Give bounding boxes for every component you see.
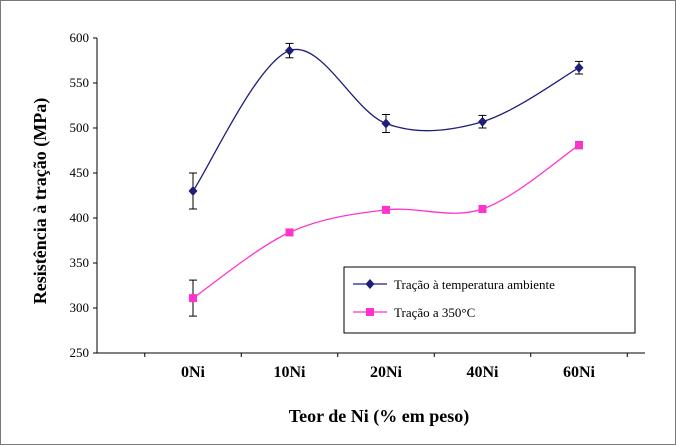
series-line (192, 48, 580, 192)
data-point (285, 228, 294, 237)
y-tick-label: 600 (70, 30, 90, 45)
data-point (285, 45, 294, 56)
x-tick-label: 60Ni (563, 364, 596, 381)
data-point (575, 141, 583, 150)
series-1 (188, 42, 584, 210)
y-tick-label: 500 (70, 120, 90, 135)
legend-label: Tração a 350°C (394, 305, 475, 320)
legend-box (343, 266, 636, 334)
series-group (188, 42, 584, 317)
y-tick-label: 250 (70, 345, 90, 360)
x-tick-label: 20Ni (370, 364, 403, 381)
data-point (381, 118, 391, 129)
x-tick-label: 0Ni (181, 364, 206, 381)
y-ticks: 250 300 350 400 450 500 550 600 (70, 30, 97, 360)
data-point (478, 205, 487, 213)
y-axis-label: Resistência à tração (MPa) (30, 98, 51, 304)
legend-marker (366, 308, 374, 316)
legend-marker (365, 279, 375, 289)
y-tick-label: 450 (70, 165, 90, 180)
y-tick-label: 300 (70, 300, 90, 315)
data-point (382, 205, 390, 214)
x-tick-label: 40Ni (467, 364, 500, 381)
data-point (189, 294, 197, 303)
x-ticks: 0Ni 10Ni 20Ni 40Ni 60Ni (144, 353, 628, 381)
y-tick-label: 350 (70, 255, 90, 270)
series-2 (189, 141, 583, 317)
data-point (574, 62, 584, 73)
x-tick-label: 10Ni (274, 364, 307, 381)
data-point (188, 186, 198, 196)
legend-label: Tração à temperatura ambiente (394, 277, 555, 292)
legend: Tração à temperatura ambiente Tração a 35… (343, 266, 636, 334)
y-tick-label: 550 (70, 75, 90, 90)
data-point (478, 116, 487, 127)
x-axis-label: Teor de Ni (% em peso) (289, 406, 469, 427)
y-tick-label: 400 (70, 210, 90, 225)
axes (96, 38, 645, 354)
